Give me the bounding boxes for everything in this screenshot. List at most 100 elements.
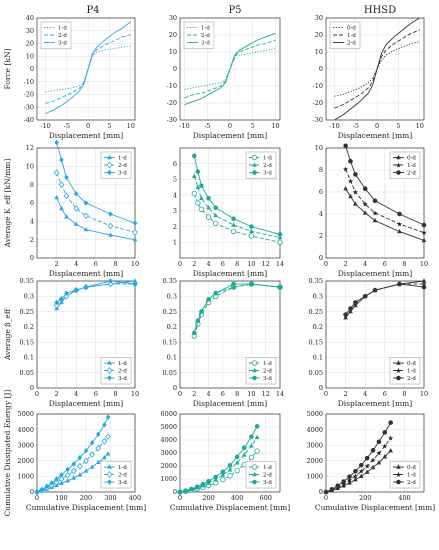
- data-point: [213, 474, 219, 480]
- data-point: [277, 232, 283, 237]
- y-tick-label: 1000: [160, 475, 177, 483]
- y-tick-label: 20: [26, 40, 34, 48]
- y-tick-label: 4: [173, 191, 177, 199]
- y-tick-label: 2000: [160, 462, 177, 470]
- data-point: ★: [421, 229, 427, 237]
- data-point: [105, 433, 111, 440]
- x-tick-label: 5: [107, 122, 111, 130]
- x-axis-label: Displacement [mm]: [193, 269, 267, 278]
- plot-frame: [36, 147, 136, 259]
- x-axis-label: Displacement [mm]: [49, 399, 123, 408]
- legend-marker: [252, 471, 257, 477]
- legend-label: 1-d: [263, 465, 272, 471]
- chart-keff-p4: 2 4 6 8 10 0 2 4 6 8 10 12 Displacement [mm] Average …: [3, 139, 139, 278]
- y-tick-label: -30: [313, 116, 323, 124]
- data-point: [341, 483, 346, 488]
- data-point: [347, 480, 352, 485]
- legend-marker: [396, 464, 401, 469]
- data-point: [107, 222, 114, 230]
- y-tick-label: 0.15: [163, 338, 177, 346]
- legend-label: 1-d: [201, 26, 210, 32]
- y-tick-label: 0.05: [309, 369, 323, 377]
- data-point: [108, 211, 113, 217]
- x-tick-label: 8: [113, 260, 117, 268]
- data-point: [213, 205, 219, 211]
- data-point: [348, 158, 353, 164]
- legend: 0-d ★ 1-d2-d: [389, 461, 421, 489]
- legend-label: 0-d: [407, 465, 416, 471]
- data-point: [53, 302, 60, 309]
- y-tick-label: 0: [319, 384, 323, 392]
- chart-beta-p5: 0 2 4 6 8 10 12 14 0 0.05 0.1 0.15 0.2 0.25 0.3 0.35 Dis…: [163, 277, 285, 408]
- legend-label: 2-d: [118, 369, 127, 375]
- data-point: [234, 460, 240, 465]
- data-point: [53, 169, 60, 177]
- data-point: [63, 192, 70, 199]
- series-3-d: [191, 153, 283, 237]
- data-point: [358, 473, 364, 478]
- legend-label: 3-d: [201, 41, 210, 47]
- column-title-p5: P5: [228, 5, 241, 16]
- data-point: [254, 434, 260, 440]
- y-tick-label: 0: [319, 254, 323, 262]
- y-tick-label: 0.3: [167, 292, 177, 300]
- y-tick-label: -10: [167, 82, 177, 90]
- legend-label: 1-d: [118, 465, 127, 471]
- legend-marker: [251, 154, 258, 161]
- data-point: [341, 479, 346, 484]
- legend: 0-d ★ 1-d2-d: [389, 357, 421, 385]
- data-point: [198, 206, 205, 212]
- data-point: [54, 299, 59, 306]
- y-tick-label: 4000: [160, 436, 177, 444]
- legend-label: 2-d: [201, 33, 210, 39]
- x-tick-label: 2: [192, 390, 196, 398]
- series-line: [36, 416, 109, 493]
- plot-frame: [179, 17, 281, 121]
- legend-label: 3-d: [118, 480, 127, 486]
- data-point: [254, 424, 260, 429]
- x-tick-label: 4: [207, 260, 211, 268]
- data-point: [194, 484, 200, 490]
- series-2-d: [191, 173, 283, 240]
- y-tick-label: 0: [319, 65, 323, 73]
- x-tick-label: 12: [262, 260, 270, 268]
- legend-marker: [107, 169, 112, 176]
- data-point: [362, 186, 368, 191]
- legend-label: 3-d: [263, 171, 272, 177]
- column-titles: P4 P5 HHSD: [86, 5, 396, 16]
- y-tick-label: 3: [173, 207, 177, 215]
- legend-marker: [107, 375, 112, 381]
- x-axis-label: Displacement [mm]: [49, 269, 123, 278]
- y-tick-label: 4: [319, 210, 323, 218]
- legend: 1-d 2-d3-d: [245, 461, 277, 489]
- y-tick-label: 0.1: [24, 354, 34, 362]
- x-tick-label: -5: [204, 122, 210, 130]
- data-point: [199, 183, 204, 189]
- data-point: ★: [396, 220, 402, 228]
- data-point: [64, 174, 69, 181]
- chart-force-p4: -10 -5 0 5 10 -40 -30 -20 -10 0 10 20 30 40 Displaceme…: [3, 14, 136, 140]
- x-tick-label: 10: [131, 260, 139, 268]
- y-tick-label: 0.2: [24, 323, 34, 331]
- y-tick-label: -10: [313, 82, 323, 90]
- y-tick-label: -30: [167, 116, 177, 124]
- data-point: [362, 293, 368, 299]
- y-tick-label: 30: [169, 14, 177, 22]
- legend-marker: [107, 360, 112, 365]
- data-point: ★: [358, 468, 364, 476]
- x-tick-label: 2: [344, 390, 348, 398]
- y-tick-label: 3000: [306, 441, 323, 449]
- legend-label: 1-d: [407, 163, 416, 169]
- data-point: [64, 471, 71, 479]
- data-point: [59, 157, 64, 163]
- y-tick-label: 0: [173, 488, 177, 496]
- y-tick-label: 3000: [160, 449, 177, 457]
- y-tick-label: 5: [173, 176, 177, 184]
- y-tick-label: 6000: [160, 410, 177, 418]
- y-tick-label: 5000: [160, 423, 177, 431]
- series-line: [334, 17, 420, 121]
- data-point: [234, 454, 240, 460]
- data-point: [102, 454, 107, 460]
